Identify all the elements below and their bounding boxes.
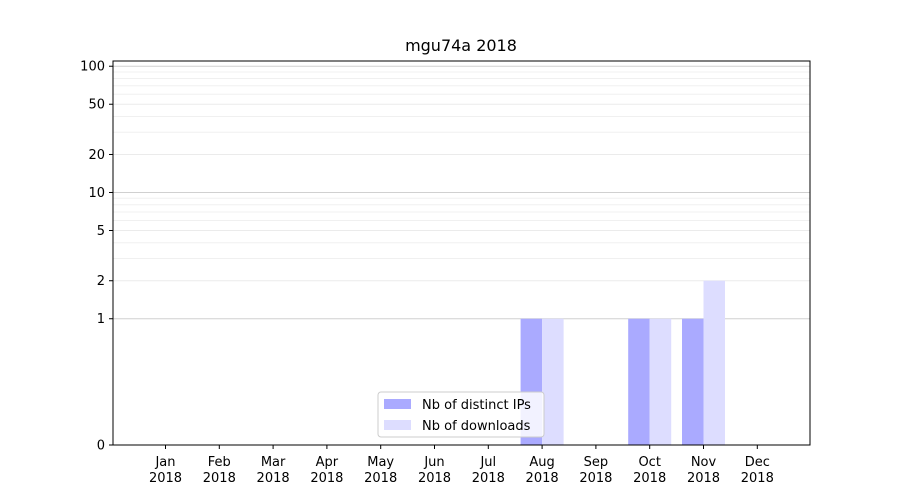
legend-label: Nb of downloads [422, 419, 531, 434]
y-axis: 0 1 2 5 10 20 50 100 [80, 60, 113, 454]
x-tick-label: Jan 2018 [149, 455, 182, 486]
bars [520, 280, 725, 445]
x-tick-label: Dec 2018 [741, 455, 774, 486]
x-tick-label: Sep 2018 [579, 455, 612, 486]
x-axis: Jan 2018 Feb 2018 Mar 2018 Apr 2018 May 2018 Jun 20… [149, 445, 774, 486]
legend-swatch [384, 420, 411, 430]
x-tick-label: Aug 2018 [526, 455, 559, 486]
bar-downloads-aug [542, 318, 564, 445]
legend-label: Nb of distinct IPs [422, 398, 531, 413]
legend-swatch [384, 399, 411, 409]
y-tick-label: 0 [97, 439, 105, 454]
x-tick-label: Jun 2018 [418, 455, 451, 486]
y-tick-label: 5 [97, 224, 105, 239]
bar-distinct-ips-oct [628, 318, 650, 445]
y-tick-label: 1 [97, 312, 105, 327]
bar-downloads-oct [649, 318, 672, 445]
x-tick-label: Apr 2018 [310, 455, 343, 486]
y-tick-label: 50 [88, 98, 105, 113]
y-tick-label: 2 [97, 274, 105, 289]
legend-box [377, 391, 545, 438]
y-tick-label: 100 [80, 60, 105, 75]
x-tick-label: Oct 2018 [633, 455, 666, 486]
x-tick-label: Jul 2018 [472, 455, 505, 486]
y-tick-label: 10 [88, 186, 105, 201]
x-tick-label: Nov 2018 [687, 455, 720, 486]
x-tick-label: Mar 2018 [257, 455, 290, 486]
x-tick-label: May 2018 [364, 455, 397, 486]
chart-title: mgu74a 2018 [405, 36, 517, 55]
y-tick-label: 20 [88, 148, 105, 163]
bar-distinct-ips-nov [682, 318, 704, 445]
plot-frame [112, 60, 811, 446]
bar-downloads-nov [703, 280, 725, 445]
x-tick-label: Feb 2018 [203, 455, 236, 486]
legend: Nb of distinct IPs Nb of downloads [377, 391, 545, 438]
